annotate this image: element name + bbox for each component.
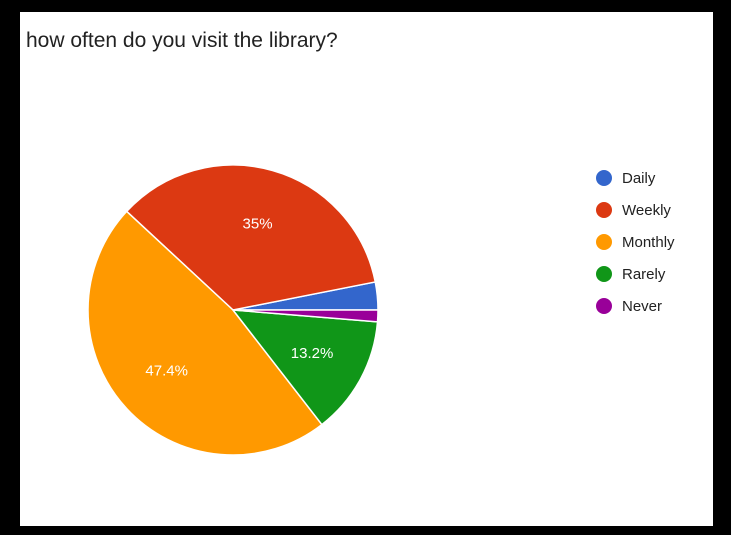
legend-swatch-icon	[596, 202, 612, 218]
legend-item-weekly[interactable]: Weekly	[596, 194, 675, 226]
legend-label: Weekly	[622, 201, 671, 219]
slice-label-monthly: 47.4%	[145, 363, 188, 380]
chart-panel: how often do you visit the library? 35% 4…	[20, 12, 713, 526]
legend-label: Monthly	[622, 233, 675, 251]
chart-title: how often do you visit the library?	[26, 29, 338, 52]
slice-label-weekly: 35%	[243, 216, 273, 233]
legend-label: Rarely	[622, 265, 666, 283]
legend-swatch-icon	[596, 298, 612, 314]
pie-slice-weekly[interactable]	[125, 164, 377, 311]
legend-label: Daily	[622, 169, 656, 187]
pie-chart: 35% 47.4% 13.2%	[87, 164, 379, 456]
legend-item-monthly[interactable]: Monthly	[596, 226, 675, 258]
legend-item-never[interactable]: Never	[596, 290, 675, 322]
legend-label: Never	[622, 297, 663, 315]
chart-legend: Daily Weekly Monthly Rarely Never	[596, 162, 675, 322]
pie-slice-monthly[interactable]	[87, 210, 323, 456]
legend-swatch-icon	[596, 234, 612, 250]
pie-slice-never[interactable]	[232, 309, 379, 323]
legend-swatch-icon	[596, 170, 612, 186]
legend-item-daily[interactable]: Daily	[596, 162, 675, 194]
pie-slice-rarely[interactable]	[231, 309, 379, 426]
legend-item-rarely[interactable]: Rarely	[596, 258, 675, 290]
legend-swatch-icon	[596, 266, 612, 282]
slice-label-rarely: 13.2%	[291, 345, 334, 362]
